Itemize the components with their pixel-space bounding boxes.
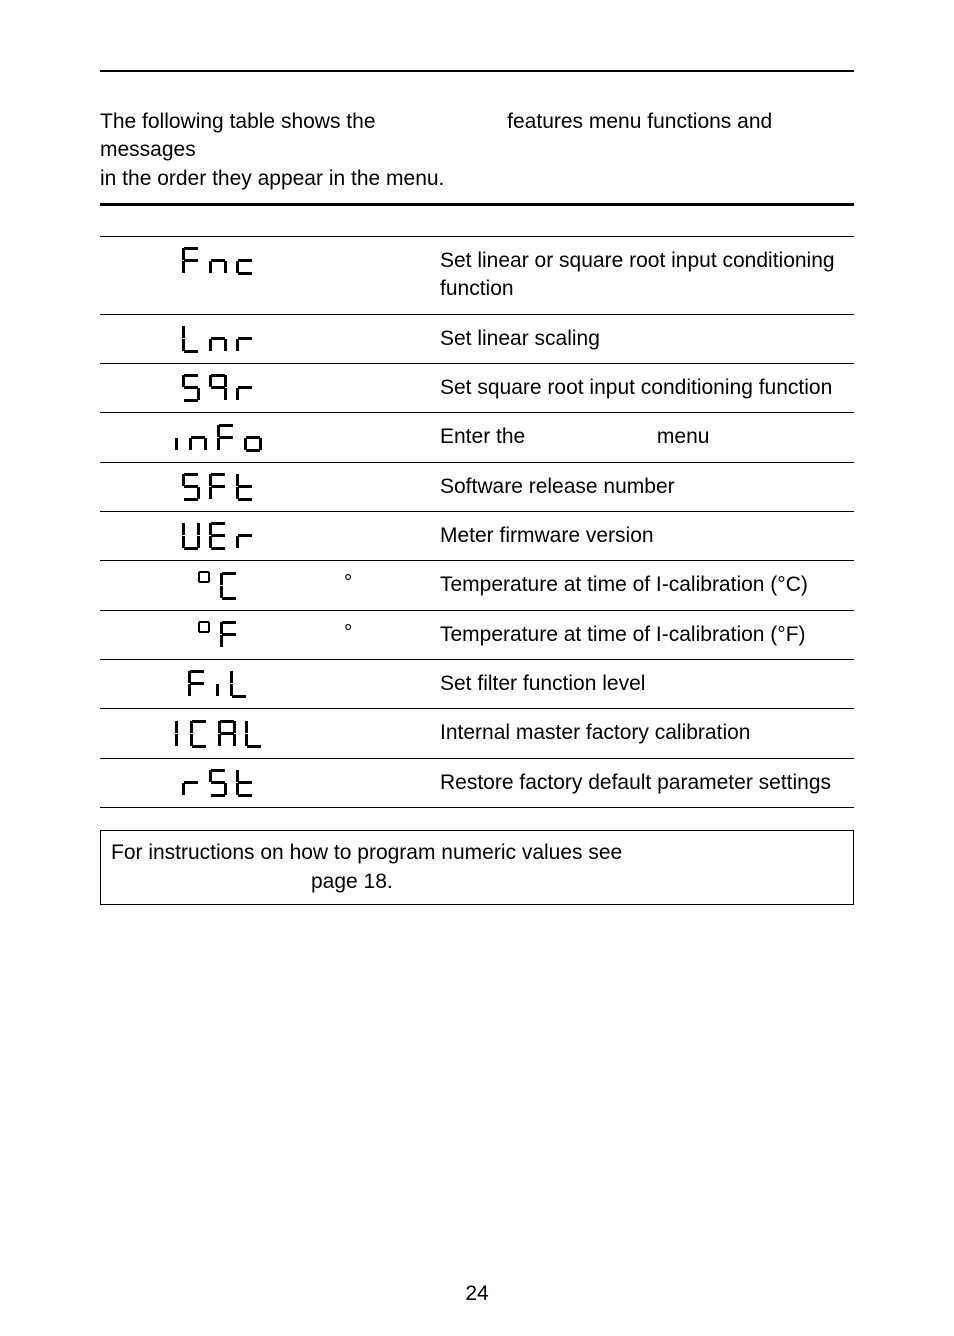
desc-ical: Internal master factory calibration: [432, 709, 854, 758]
code-oc: [100, 561, 336, 610]
table-row: Internal master factory calibration: [100, 709, 854, 758]
code-sft: [100, 462, 336, 511]
note-line1: For instructions on how to program numer…: [111, 841, 622, 864]
table-row: Set filter function level: [100, 660, 854, 709]
heavy-rule: [100, 203, 854, 206]
desc-info: Enter the menu: [432, 413, 854, 462]
mid-uer: [336, 512, 432, 561]
mid-sqr: [336, 364, 432, 413]
code-sqr: [100, 364, 336, 413]
code-lnr: [100, 314, 336, 363]
note-box: For instructions on how to program numer…: [100, 830, 854, 905]
features-table: Set linear or square root input conditio…: [100, 236, 854, 808]
table-row: Restore factory default parameter settin…: [100, 758, 854, 807]
desc-rst: Restore factory default parameter settin…: [432, 758, 854, 807]
table-row: Software release number: [100, 462, 854, 511]
intro-paragraph: The following table shows the features m…: [100, 108, 854, 193]
table-row: Set linear or square root input conditio…: [100, 237, 854, 315]
code-info: [100, 413, 336, 462]
table-row: ° Temperature at time of I-calibration (…: [100, 561, 854, 610]
mid-rst: [336, 758, 432, 807]
mid-fil: [336, 660, 432, 709]
table-row: Set linear scaling: [100, 314, 854, 363]
code-uer: [100, 512, 336, 561]
desc-info-before: Enter the: [440, 425, 531, 448]
desc-fnc: Set linear or square root input conditio…: [432, 237, 854, 315]
mid-info: [336, 413, 432, 462]
code-fnc: [100, 237, 336, 315]
mid-fnc: [336, 237, 432, 315]
mid-oc: °: [336, 561, 432, 610]
code-ical: [100, 709, 336, 758]
code-of: [100, 610, 336, 659]
desc-fil: Set filter function level: [432, 660, 854, 709]
mid-sft: [336, 462, 432, 511]
desc-lnr: Set linear scaling: [432, 314, 854, 363]
mid-lnr: [336, 314, 432, 363]
mid-of: °: [336, 610, 432, 659]
intro-line2: in the order they appear in the menu.: [100, 167, 444, 190]
top-rule: [100, 70, 854, 72]
table-row: Meter firmware version: [100, 512, 854, 561]
note-line2: page 18.: [111, 868, 843, 896]
desc-info-after: menu: [657, 425, 710, 448]
intro-line1a: The following table shows the: [100, 110, 381, 133]
table-row: Enter the menu: [100, 413, 854, 462]
desc-sqr: Set square root input conditioning funct…: [432, 364, 854, 413]
code-fil: [100, 660, 336, 709]
page-number: 24: [0, 1282, 954, 1306]
desc-oc: Temperature at time of I-calibration (°C…: [432, 561, 854, 610]
desc-uer: Meter firmware version: [432, 512, 854, 561]
table-row: Set square root input conditioning funct…: [100, 364, 854, 413]
table-row: ° Temperature at time of I-calibration (…: [100, 610, 854, 659]
mid-ical: [336, 709, 432, 758]
desc-of: Temperature at time of I-calibration (°F…: [432, 610, 854, 659]
desc-sft: Software release number: [432, 462, 854, 511]
code-rst: [100, 758, 336, 807]
